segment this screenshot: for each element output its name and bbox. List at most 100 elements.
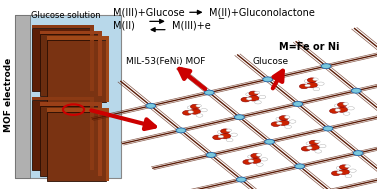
Circle shape [343,102,348,105]
Circle shape [335,109,340,112]
Circle shape [247,97,252,100]
Circle shape [218,135,224,138]
Bar [90,97,94,170]
Circle shape [323,126,333,131]
Circle shape [313,78,318,81]
Text: Glucose solution: Glucose solution [31,11,101,20]
Circle shape [234,115,244,120]
Circle shape [206,153,216,157]
Circle shape [337,107,348,112]
Circle shape [236,177,246,182]
Bar [32,28,90,91]
Circle shape [182,111,192,115]
Circle shape [196,114,203,117]
Circle shape [277,122,282,125]
Text: MOF electrode: MOF electrode [4,57,13,132]
Circle shape [345,165,350,168]
Circle shape [201,108,207,112]
Circle shape [250,158,261,163]
Text: M(II)+Gluconolactone: M(II)+Gluconolactone [209,7,315,17]
Circle shape [251,153,260,158]
Circle shape [299,84,309,89]
Bar [32,97,90,100]
Circle shape [337,171,342,174]
Circle shape [334,104,341,107]
Circle shape [351,88,361,93]
Circle shape [353,151,363,156]
Circle shape [337,102,347,107]
Circle shape [279,116,288,120]
Circle shape [349,169,356,172]
Circle shape [348,107,354,110]
Bar [32,100,90,170]
Circle shape [254,91,260,94]
Circle shape [248,155,254,158]
Circle shape [285,125,291,129]
Circle shape [213,135,222,140]
Circle shape [331,171,341,176]
Circle shape [295,164,305,169]
Circle shape [321,64,331,69]
Circle shape [259,95,266,99]
Circle shape [188,111,193,113]
Circle shape [307,82,317,88]
Circle shape [241,97,250,102]
Circle shape [305,84,310,87]
Circle shape [307,78,317,82]
Text: M=Fe or Ni: M=Fe or Ni [279,42,339,52]
Circle shape [221,129,230,134]
Circle shape [196,104,201,107]
Circle shape [226,138,233,142]
Circle shape [176,128,186,133]
Circle shape [293,101,303,106]
Circle shape [231,133,238,136]
Circle shape [329,109,339,113]
Bar [40,102,98,106]
Circle shape [306,142,313,145]
Circle shape [339,165,349,169]
Circle shape [343,112,350,115]
Circle shape [190,109,201,114]
Circle shape [261,158,268,161]
Bar [47,36,106,40]
Bar [47,112,106,181]
Circle shape [187,106,194,109]
Circle shape [256,163,263,166]
Circle shape [313,87,320,91]
Text: −: − [217,14,224,23]
Bar [40,106,98,176]
Circle shape [278,120,289,125]
Circle shape [246,93,253,96]
Text: M(II): M(II) [113,21,135,30]
Bar [47,108,106,112]
Circle shape [220,133,231,139]
Circle shape [265,139,274,144]
Circle shape [276,117,283,121]
Text: M(III)+Glucose: M(III)+Glucose [113,7,185,17]
Bar [15,15,121,178]
Circle shape [345,174,352,178]
Circle shape [254,101,261,104]
Circle shape [289,120,296,123]
Circle shape [271,122,280,126]
Bar [106,108,109,181]
Circle shape [339,169,349,175]
Circle shape [308,145,319,150]
Circle shape [146,103,156,108]
Circle shape [304,79,311,83]
Circle shape [307,146,312,149]
Circle shape [317,82,324,85]
Circle shape [301,146,311,151]
Text: Glucose: Glucose [253,57,289,66]
Bar [106,36,109,102]
Bar [40,34,98,96]
Circle shape [256,153,262,156]
Circle shape [336,166,343,170]
Bar [98,102,102,176]
Bar [15,15,30,178]
Circle shape [204,90,214,95]
Bar [47,40,106,102]
Circle shape [218,130,224,134]
Circle shape [248,160,254,163]
Circle shape [315,140,320,143]
